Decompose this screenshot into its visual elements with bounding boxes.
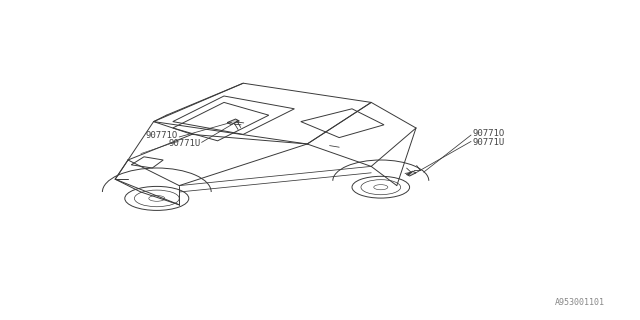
Text: 90771O: 90771O [146, 131, 178, 140]
Polygon shape [406, 171, 416, 176]
Text: 90771U: 90771U [472, 138, 504, 147]
Text: 90771U: 90771U [168, 139, 200, 148]
Text: A953001101: A953001101 [555, 298, 605, 307]
Text: 90771O: 90771O [472, 129, 504, 138]
Polygon shape [227, 119, 239, 124]
